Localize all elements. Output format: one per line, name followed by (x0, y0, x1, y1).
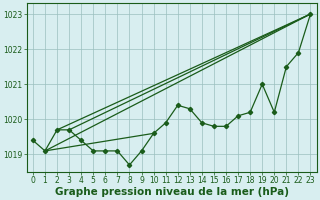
X-axis label: Graphe pression niveau de la mer (hPa): Graphe pression niveau de la mer (hPa) (55, 187, 289, 197)
